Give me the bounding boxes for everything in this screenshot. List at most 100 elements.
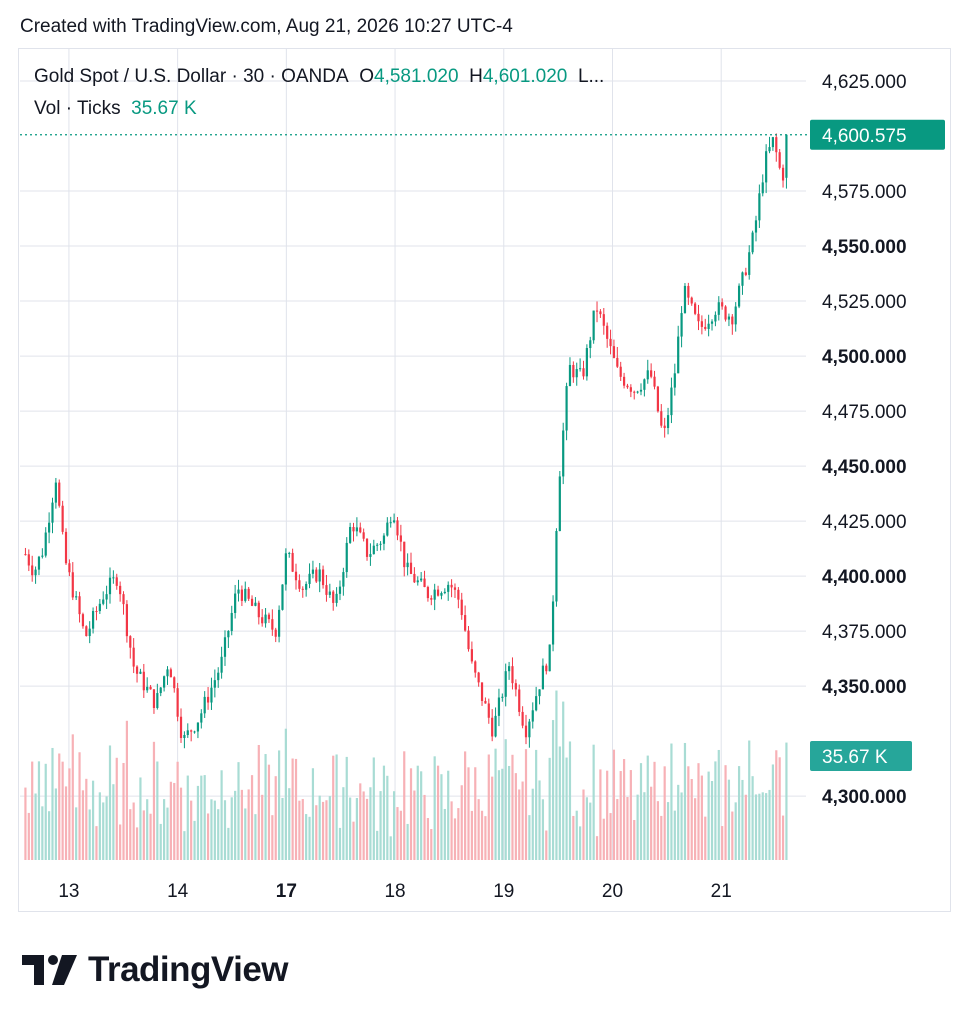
price-tick-label: 4,350.000 (822, 677, 907, 698)
volume-bar (619, 771, 622, 860)
volume-bar (311, 768, 315, 860)
candle-body (234, 593, 237, 613)
candle-body (359, 527, 362, 533)
candle-body (247, 588, 250, 599)
volume-bar (778, 757, 781, 860)
candle-body (622, 376, 626, 386)
candle-body (464, 615, 467, 631)
volume-value: 35.67 K (131, 98, 197, 119)
volume-bar (599, 769, 602, 860)
volume-bar (602, 818, 605, 860)
candle-body (484, 700, 487, 704)
candle-body (372, 545, 375, 555)
candle-body (68, 563, 71, 573)
candle-body (321, 569, 325, 586)
volume-bar (697, 763, 700, 860)
volume-bar (727, 779, 731, 860)
candle-body (125, 604, 129, 637)
volume-bar (420, 771, 423, 860)
candle-body (173, 677, 176, 689)
candle-body (480, 682, 484, 701)
price-tick-label: 4,450.000 (822, 457, 907, 478)
candle-body (328, 591, 331, 595)
volume-bar (666, 802, 670, 860)
volume-bar (585, 797, 588, 860)
candle-body (382, 535, 386, 544)
volume-bar (433, 756, 436, 860)
candle-body (291, 552, 294, 572)
volume-bar (714, 761, 717, 860)
candle-body (754, 220, 758, 233)
candle-body (558, 476, 561, 531)
time-tick-label: 18 (384, 881, 405, 902)
candle-body (132, 647, 135, 667)
candle-body (589, 340, 592, 349)
open-value: 4,581.020 (374, 66, 459, 87)
candle-body (660, 411, 663, 426)
time-tick-label: 14 (167, 881, 189, 902)
candle-body (81, 614, 85, 627)
volume-bar (308, 816, 311, 860)
volume-bar (281, 797, 284, 860)
candle-body (724, 306, 727, 320)
candle-body (443, 591, 446, 594)
volume-bar (413, 790, 416, 860)
volume-bar (660, 815, 663, 860)
volume-bar (227, 827, 230, 860)
volume-bar (169, 781, 172, 860)
volume-bar (91, 780, 95, 860)
candle-body (440, 593, 443, 596)
volume-bar (190, 800, 193, 860)
volume-bar (741, 779, 744, 860)
candle-body (409, 562, 413, 574)
candle-body (338, 586, 342, 594)
volume-bar (321, 801, 325, 860)
volume-bar (210, 799, 213, 860)
legend-more[interactable]: L... (577, 66, 605, 87)
candle-body (156, 693, 159, 708)
candle-body (447, 584, 450, 592)
volume-bar (64, 786, 68, 860)
tradingview-footer[interactable]: TradingView (22, 950, 289, 990)
volume-bar (61, 761, 64, 860)
volume-bar (250, 775, 254, 860)
volume-bar (372, 757, 375, 860)
candle-body (562, 430, 565, 477)
volume-bar (298, 800, 301, 860)
volume-bar (511, 754, 514, 860)
volume-bar (636, 794, 639, 860)
volume-bar (217, 809, 220, 860)
candlestick-chart[interactable]: 4,625.000 4,575.000 4,550.000 4,525.000 4,50… (0, 0, 969, 920)
volume-bar (318, 795, 321, 860)
time-tick-label: 13 (58, 881, 79, 902)
volume-bar (423, 794, 426, 860)
candle-body (98, 603, 101, 612)
candle-body (315, 569, 318, 582)
chart-frame[interactable] (18, 48, 951, 912)
volume-bar (98, 792, 101, 860)
candle-body (717, 302, 720, 315)
volume-bar (196, 785, 200, 860)
candle-body (538, 689, 541, 697)
volume-bar (315, 805, 318, 860)
volume-bar (332, 755, 335, 860)
candle-body (491, 717, 494, 737)
price-tick-label: 4,550.000 (822, 237, 907, 258)
candle-body (102, 599, 105, 604)
volume-bar (568, 741, 572, 860)
candle-body (108, 577, 112, 595)
volume-bar (683, 742, 687, 860)
candle-body (227, 630, 230, 638)
candle-body (369, 554, 372, 557)
volume-bar (565, 757, 568, 860)
volume-bar (582, 789, 585, 860)
volume-bar (176, 761, 179, 860)
volume-bar (132, 802, 135, 860)
candle-body (700, 321, 703, 327)
volume-bar (338, 827, 342, 860)
volume-bar (538, 780, 541, 860)
volume-bar (694, 798, 697, 860)
grid-lines (20, 48, 806, 860)
candle-body (626, 385, 629, 388)
volume-bar (75, 807, 78, 860)
